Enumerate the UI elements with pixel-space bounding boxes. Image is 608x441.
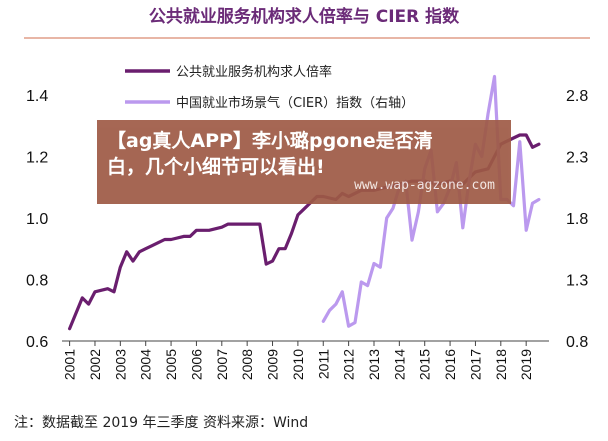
x-tick-label: 2014 <box>391 349 407 380</box>
overlay-banner[interactable]: 【ag真人APP】李小璐pgone是否清 白，几个小细节可以看出! www.wa… <box>97 120 511 204</box>
x-tick-label: 2008 <box>239 349 255 380</box>
y-right-tick-label: 2.8 <box>566 88 588 105</box>
y-right-tick-label: 2.3 <box>566 150 588 167</box>
x-tick-label: 2004 <box>138 349 154 380</box>
chart-title: 公共就业服务机构求人倍率与 CIER 指数 <box>149 6 460 27</box>
y-left-tick-label: 1.2 <box>26 150 48 167</box>
x-tick-label: 2012 <box>341 349 357 380</box>
x-tick-label: 2003 <box>112 349 128 380</box>
x-tick-label: 2002 <box>87 349 103 380</box>
y-right-tick-label: 1.3 <box>566 273 588 290</box>
y-right-tick-label: 1.8 <box>566 211 588 228</box>
y-left-tick-label: 1.4 <box>26 88 48 105</box>
overlay-watermark: www.wap-agzone.com <box>354 178 495 193</box>
legend-label-demand-ratio: 公共就业服务机构求人倍率 <box>176 64 332 80</box>
y-axis-right: 0.8 1.3 1.8 2.3 2.8 <box>566 88 588 351</box>
x-tick-label: 2006 <box>188 349 204 380</box>
legend: 公共就业服务机构求人倍率 中国就业市场景气（CIER）指数（右轴） <box>125 64 414 111</box>
x-tick-label: 2015 <box>417 349 433 380</box>
x-tick-label: 2009 <box>265 349 281 380</box>
y-left-tick-label: 0.8 <box>26 273 48 290</box>
x-axis: 2001 2002 2003 2004 2005 2006 2007 2008 2009 2010… <box>62 341 534 380</box>
source-note: 注：数据截至 2019 年三季度 资料来源：Wind <box>14 415 308 431</box>
x-tick-label: 2013 <box>366 349 382 380</box>
x-tick-label: 2019 <box>518 349 534 380</box>
x-tick-label: 2018 <box>493 349 509 380</box>
x-tick-label: 2010 <box>290 349 306 380</box>
x-tick-label: 2017 <box>467 349 483 380</box>
overlay-text-line1: 【ag真人APP】李小璐pgone是否清 <box>107 130 433 152</box>
y-axis-left: 0.6 0.8 1.0 1.2 1.4 <box>26 88 48 351</box>
overlay-text-line2: 白，几个小细节可以看出! <box>107 156 325 178</box>
x-tick-label: 2001 <box>62 349 78 380</box>
y-left-tick-label: 1.0 <box>26 211 48 228</box>
x-tick-label: 2016 <box>442 349 458 380</box>
y-left-tick-label: 0.6 <box>26 334 48 351</box>
legend-label-cier: 中国就业市场景气（CIER）指数（右轴） <box>176 95 414 111</box>
x-tick-label: 2007 <box>214 349 230 380</box>
x-tick-label: 2011 <box>315 349 331 379</box>
x-tick-label: 2005 <box>163 349 179 380</box>
y-right-tick-label: 0.8 <box>566 334 588 351</box>
